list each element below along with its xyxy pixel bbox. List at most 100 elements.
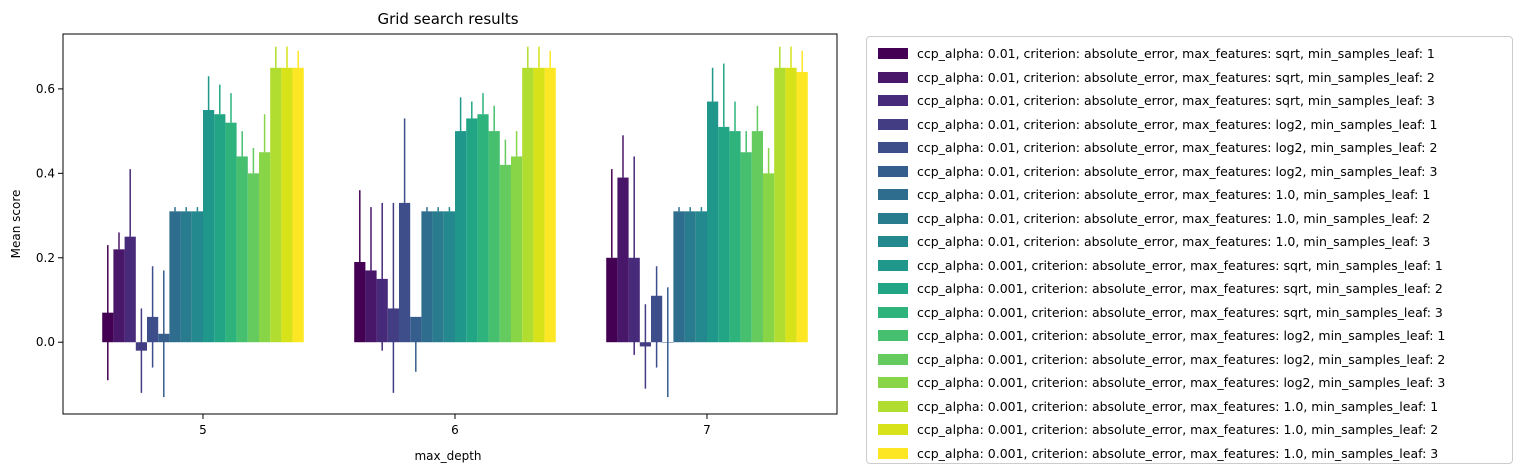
- legend-item: ccp_alpha: 0.001, criterion: absolute_er…: [878, 254, 1512, 278]
- bar: [695, 211, 707, 343]
- legend-item: ccp_alpha: 0.01, criterion: absolute_err…: [878, 136, 1512, 160]
- bar: [225, 122, 237, 343]
- y-axis: 0.0 0.2 0.4 0.6: [36, 82, 63, 349]
- bar: [718, 126, 730, 343]
- legend-item: ccp_alpha: 0.001, criterion: absolute_er…: [878, 277, 1512, 301]
- bar: [180, 211, 192, 343]
- legend-item: ccp_alpha: 0.01, criterion: absolute_err…: [878, 42, 1512, 66]
- x-tick-label: 6: [451, 423, 459, 437]
- legend-item: ccp_alpha: 0.001, criterion: absolute_er…: [878, 301, 1512, 325]
- bar: [606, 257, 618, 343]
- y-tick-label: 0.2: [36, 251, 55, 265]
- legend-item: ccp_alpha: 0.001, criterion: absolute_er…: [878, 324, 1512, 348]
- legend-label: ccp_alpha: 0.001, criterion: absolute_er…: [917, 281, 1443, 297]
- legend-swatch: [878, 400, 908, 412]
- legend-item: ccp_alpha: 0.001, criterion: absolute_er…: [878, 442, 1512, 466]
- bar: [281, 67, 293, 343]
- bar: [533, 67, 545, 343]
- bar: [522, 67, 534, 343]
- bar: [477, 114, 489, 343]
- bar: [707, 101, 719, 343]
- legend-label: ccp_alpha: 0.01, criterion: absolute_err…: [917, 69, 1435, 85]
- bar: [617, 177, 629, 343]
- legend-swatch: [878, 118, 908, 130]
- y-tick-label: 0.6: [36, 82, 55, 96]
- legend-swatch: [878, 189, 908, 201]
- x-tick-label: 7: [703, 423, 711, 437]
- legend-swatch: [878, 95, 908, 107]
- bar: [236, 156, 248, 343]
- legend-swatch: [878, 236, 908, 248]
- bar: [684, 211, 696, 343]
- legend-item: ccp_alpha: 0.001, criterion: absolute_er…: [878, 418, 1512, 442]
- legend-label: ccp_alpha: 0.01, criterion: absolute_err…: [917, 140, 1438, 156]
- bar: [354, 262, 366, 343]
- legend-swatch: [878, 306, 908, 318]
- y-tick-label: 0.0: [36, 335, 55, 349]
- legend-label: ccp_alpha: 0.01, criterion: absolute_err…: [917, 234, 1431, 250]
- bar: [774, 67, 786, 343]
- legend-swatch: [878, 424, 908, 436]
- bar: [247, 173, 259, 343]
- legend-label: ccp_alpha: 0.01, criterion: absolute_err…: [917, 210, 1431, 226]
- legend-label: ccp_alpha: 0.01, criterion: absolute_err…: [917, 163, 1438, 179]
- legend-item: ccp_alpha: 0.01, criterion: absolute_err…: [878, 113, 1512, 137]
- bars-layer: [102, 67, 808, 351]
- legend-swatch: [878, 71, 908, 83]
- plot-frame: [62, 33, 838, 415]
- legend-swatch: [878, 353, 908, 365]
- bar: [124, 236, 136, 343]
- legend-label: ccp_alpha: 0.01, criterion: absolute_err…: [917, 46, 1435, 62]
- legend-swatch: [878, 283, 908, 295]
- legend-item: ccp_alpha: 0.01, criterion: absolute_err…: [878, 160, 1512, 184]
- chart-title: Grid search results: [377, 10, 518, 28]
- y-axis-label: Mean score: [9, 190, 23, 259]
- legend-swatch: [878, 377, 908, 389]
- legend-item: ccp_alpha: 0.01, criterion: absolute_err…: [878, 183, 1512, 207]
- bar: [203, 110, 215, 343]
- legend: ccp_alpha: 0.01, criterion: absolute_err…: [866, 36, 1513, 464]
- errorbars-layer: [107, 46, 803, 398]
- bar: [259, 152, 271, 343]
- legend-item: ccp_alpha: 0.01, criterion: absolute_err…: [878, 207, 1512, 231]
- bar: [443, 211, 455, 343]
- chart-canvas: Grid search results 0.0 0.2 0.4 0.6 5 6 7 max…: [9, 10, 838, 463]
- bar: [751, 131, 763, 343]
- legend-swatch: [878, 212, 908, 224]
- bar: [292, 67, 304, 343]
- bar: [763, 173, 775, 343]
- legend-item: ccp_alpha: 0.01, criterion: absolute_err…: [878, 230, 1512, 254]
- y-tick-label: 0.4: [36, 166, 55, 180]
- bar: [488, 131, 500, 343]
- bar: [729, 131, 741, 343]
- bar: [785, 67, 797, 343]
- legend-swatch: [878, 259, 908, 271]
- bar: [466, 118, 478, 343]
- bar: [511, 156, 523, 343]
- legend-label: ccp_alpha: 0.001, criterion: absolute_er…: [917, 375, 1446, 391]
- legend-swatch: [878, 447, 908, 459]
- bar: [740, 152, 752, 343]
- legend-item: ccp_alpha: 0.001, criterion: absolute_er…: [878, 348, 1512, 372]
- bar: [113, 249, 125, 343]
- legend-item: ccp_alpha: 0.001, criterion: absolute_er…: [878, 395, 1512, 419]
- legend-label: ccp_alpha: 0.001, criterion: absolute_er…: [917, 398, 1439, 414]
- legend-label: ccp_alpha: 0.001, criterion: absolute_er…: [917, 257, 1443, 273]
- bar: [432, 211, 444, 343]
- legend-item: ccp_alpha: 0.01, criterion: absolute_err…: [878, 66, 1512, 90]
- x-axis-label: max_depth: [414, 449, 481, 463]
- bar: [399, 202, 411, 343]
- legend-label: ccp_alpha: 0.01, criterion: absolute_err…: [917, 93, 1435, 109]
- bar: [673, 211, 685, 343]
- legend-swatch: [878, 142, 908, 154]
- legend-label: ccp_alpha: 0.001, criterion: absolute_er…: [917, 445, 1439, 461]
- bar: [499, 164, 511, 343]
- bar: [214, 114, 226, 343]
- bar: [421, 211, 433, 343]
- x-tick-label: 5: [199, 423, 207, 437]
- x-axis: 5 6 7: [199, 414, 711, 437]
- legend-swatch: [878, 165, 908, 177]
- legend-item: ccp_alpha: 0.001, criterion: absolute_er…: [878, 371, 1512, 395]
- legend-swatch: [878, 48, 908, 60]
- legend-label: ccp_alpha: 0.001, criterion: absolute_er…: [917, 422, 1439, 438]
